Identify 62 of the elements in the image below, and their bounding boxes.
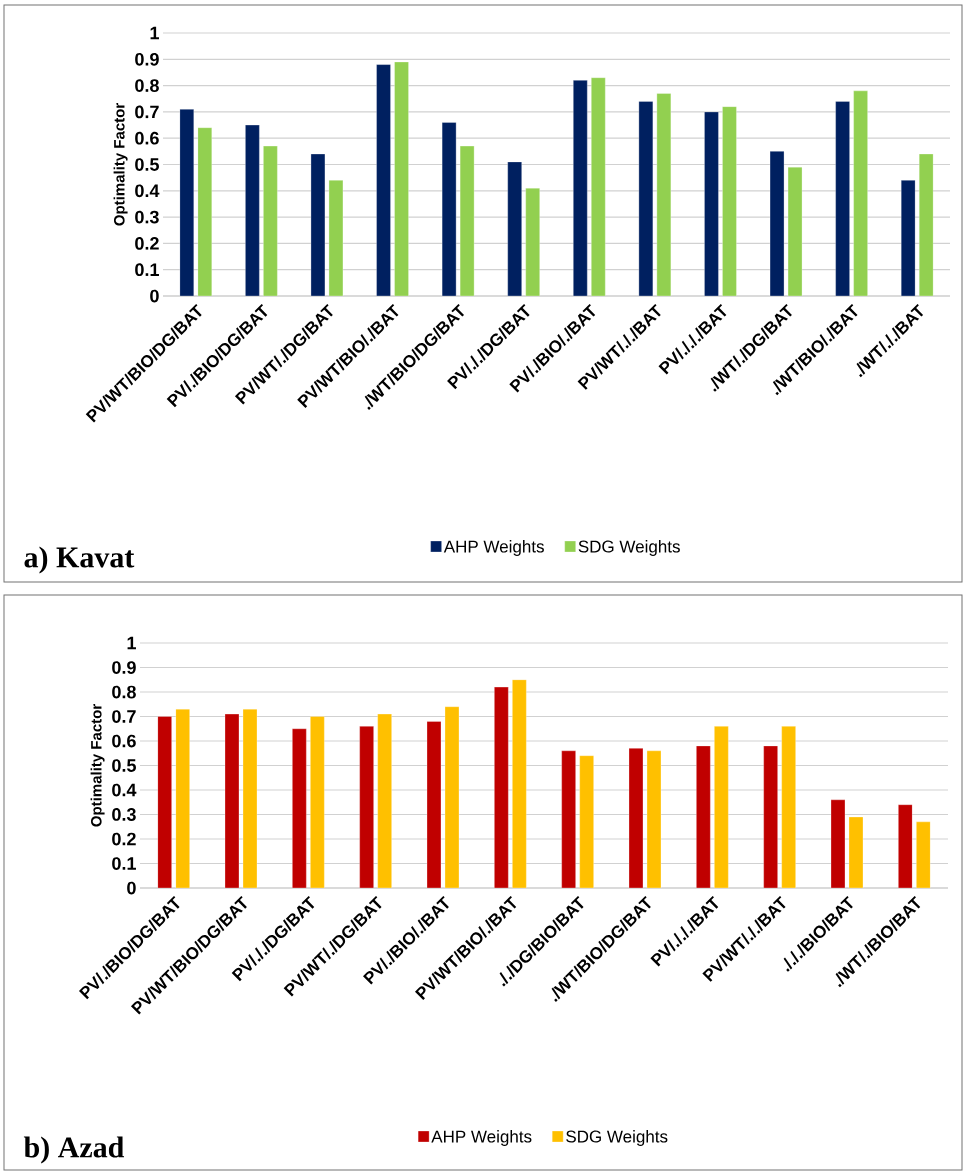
bar (561, 750, 576, 889)
y-tick-label: 0.4 (135, 184, 160, 198)
bar (394, 61, 409, 297)
bar (197, 127, 212, 297)
bar (853, 90, 868, 297)
bar (916, 821, 931, 889)
y-tick-label: 0.2 (135, 237, 159, 250)
y-tick-label: 0.9 (135, 52, 159, 66)
bar (507, 161, 522, 297)
y-axis-title: Optimality Factor (90, 704, 105, 827)
bar (512, 679, 527, 889)
y-tick-label: 0.2 (112, 832, 136, 846)
y-tick-label: 1 (127, 636, 136, 650)
bar (919, 153, 934, 297)
bar (359, 726, 374, 889)
legend-label: SDG Weights (566, 1130, 668, 1146)
legend-label: AHP Weights (431, 1130, 532, 1146)
bar (179, 109, 194, 297)
y-tick-label: 0.6 (112, 734, 136, 748)
bar (525, 188, 540, 297)
bar (591, 77, 606, 297)
bar (263, 145, 278, 297)
bar (377, 713, 392, 889)
legend-label: AHP Weights (443, 540, 544, 556)
y-tick-label: 0.7 (112, 710, 136, 723)
y-tick-label: 0.3 (112, 808, 136, 821)
y-tick-label: 0.8 (112, 685, 136, 699)
y-tick-label: 0 (127, 881, 136, 895)
bar (714, 726, 729, 889)
y-tick-label: 0.8 (135, 79, 159, 92)
text: a) Kavat (24, 546, 135, 574)
y-tick-label: 0.5 (112, 759, 136, 772)
bar (704, 111, 719, 297)
bar (292, 728, 307, 889)
bar (901, 180, 916, 297)
y-axis-title: Optimality Factor (113, 103, 128, 226)
y-tick-label: 0.1 (112, 857, 136, 870)
bar (494, 686, 509, 889)
y-tick-label: 0.6 (135, 131, 159, 145)
bar (696, 745, 711, 889)
bar (898, 804, 913, 889)
y-tick-label: 1 (150, 26, 159, 40)
bar (579, 755, 594, 889)
text: b) Azad (23, 1136, 125, 1164)
y-tick-label: 0.5 (135, 158, 159, 171)
y-tick-label: 0.7 (135, 105, 159, 119)
bar (175, 709, 190, 889)
bar (763, 745, 778, 889)
bar (376, 64, 391, 297)
y-tick-label: 0 (150, 289, 159, 303)
y-tick-label: 0.4 (112, 783, 137, 797)
y-tick-label: 0.1 (135, 263, 159, 277)
legend-label: SDG Weights (578, 540, 680, 556)
bar (573, 80, 588, 297)
bar (835, 101, 850, 297)
y-tick-label: 0.3 (135, 210, 159, 224)
bar (310, 716, 325, 889)
bar (781, 726, 796, 889)
bar (157, 716, 172, 889)
bar (245, 124, 260, 297)
bar (722, 106, 737, 297)
y-tick-label: 0.9 (112, 661, 136, 674)
